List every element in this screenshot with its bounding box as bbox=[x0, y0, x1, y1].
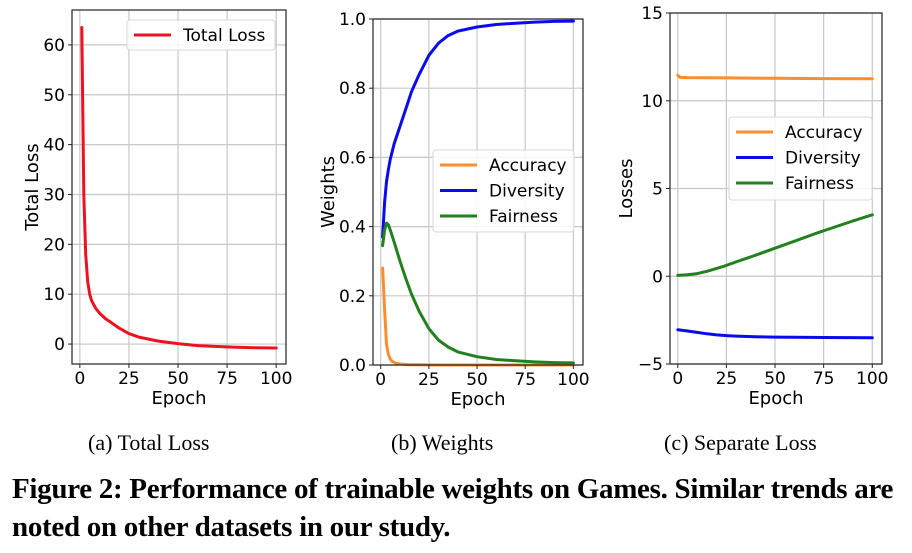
x-tick-label: 100 bbox=[856, 369, 888, 389]
x-tick-label: 50 bbox=[764, 369, 786, 389]
series-line-accuracy bbox=[381, 266, 575, 367]
y-tick-label: 10 bbox=[43, 285, 65, 305]
figure-caption: Figure 2: Performance of trainable weigh… bbox=[12, 473, 894, 543]
y-tick-label: 0 bbox=[54, 335, 65, 355]
axes-frame bbox=[71, 9, 287, 365]
legend-label: Total Loss bbox=[182, 26, 266, 46]
legend-label: Diversity bbox=[489, 182, 565, 202]
y-tick-label: 5 bbox=[652, 180, 663, 200]
legend-box bbox=[728, 116, 873, 201]
y-tick-label: 0.4 bbox=[339, 218, 366, 238]
y-tick-label: 1.0 bbox=[339, 10, 366, 30]
y-tick-label: 0.2 bbox=[339, 287, 366, 307]
series-line-accuracy bbox=[676, 73, 874, 81]
x-tick-label: 100 bbox=[260, 369, 292, 389]
y-axis-label: Weights bbox=[318, 156, 339, 228]
y-tick-label: 30 bbox=[43, 185, 65, 205]
x-axis-label: Epoch bbox=[748, 388, 803, 409]
x-tick-label: 50 bbox=[167, 369, 189, 389]
y-tick-label: 0.8 bbox=[339, 79, 366, 99]
subcaption-a: (a) Total Loss bbox=[88, 430, 210, 455]
legend-label: Fairness bbox=[489, 207, 558, 227]
x-tick-label: 25 bbox=[118, 369, 140, 389]
legend-label: Accuracy bbox=[489, 156, 567, 176]
x-tick-label: 25 bbox=[418, 370, 440, 390]
legend: Accuracy Diversity Fairness bbox=[728, 116, 873, 201]
y-tick-label: −5 bbox=[638, 355, 663, 375]
y-tick-label: 50 bbox=[43, 86, 65, 106]
y-tick-label: 40 bbox=[43, 136, 65, 156]
subcaption-c: (c) Separate Loss bbox=[664, 430, 817, 455]
legend-label: Diversity bbox=[785, 149, 861, 169]
y-tick-label: 60 bbox=[43, 36, 65, 56]
subplot-total-loss: 0 25 50 75 100 0 10 20 30 40 50 60 Epoch Total Loss To… bbox=[22, 9, 292, 409]
series-line-diversity bbox=[676, 328, 874, 340]
subcaption-b: (b) Weights bbox=[391, 430, 494, 455]
x-tick-label: 50 bbox=[466, 370, 488, 390]
y-tick-label: 0.6 bbox=[339, 148, 366, 168]
x-tick-label: 25 bbox=[716, 369, 738, 389]
subplot-weights: 0 25 50 75 100 0.0 0.2 0.4 0.6 0.8 1.0 Epoch Weights… bbox=[318, 10, 590, 410]
series-line-total-loss bbox=[80, 26, 278, 350]
legend-box bbox=[126, 19, 276, 51]
y-tick-label: 10 bbox=[641, 92, 663, 112]
x-tick-label: 0 bbox=[74, 369, 85, 389]
y-tick-label: 20 bbox=[43, 235, 65, 255]
axes-frame bbox=[372, 18, 584, 366]
y-axis-label: Total Loss bbox=[22, 143, 43, 231]
legend-label: Accuracy bbox=[785, 123, 863, 143]
subplot-separate-loss: 0 25 50 75 100 −5 0 5 10 15 Epoch Losses Accuracy Div… bbox=[616, 4, 889, 409]
y-tick-label: 15 bbox=[641, 4, 663, 24]
legend-label: Fairness bbox=[785, 174, 854, 194]
y-axis-label: Losses bbox=[616, 159, 637, 219]
x-tick-label: 75 bbox=[514, 370, 536, 390]
y-tick-label: 0 bbox=[652, 267, 663, 287]
x-tick-label: 75 bbox=[813, 369, 835, 389]
x-tick-label: 0 bbox=[672, 369, 683, 389]
legend: Total Loss bbox=[126, 19, 276, 51]
x-tick-label: 100 bbox=[557, 370, 589, 390]
series-line-diversity bbox=[381, 19, 575, 239]
legend: Accuracy Diversity Fairness bbox=[432, 149, 575, 233]
y-tick-label: 0.0 bbox=[339, 356, 366, 376]
legend-box bbox=[432, 149, 575, 233]
x-tick-label: 75 bbox=[216, 369, 238, 389]
x-tick-label: 0 bbox=[375, 370, 386, 390]
series-line-fairness bbox=[676, 213, 874, 277]
x-axis-label: Epoch bbox=[450, 389, 505, 410]
x-axis-label: Epoch bbox=[151, 388, 206, 409]
series-line-fairness bbox=[381, 221, 575, 365]
